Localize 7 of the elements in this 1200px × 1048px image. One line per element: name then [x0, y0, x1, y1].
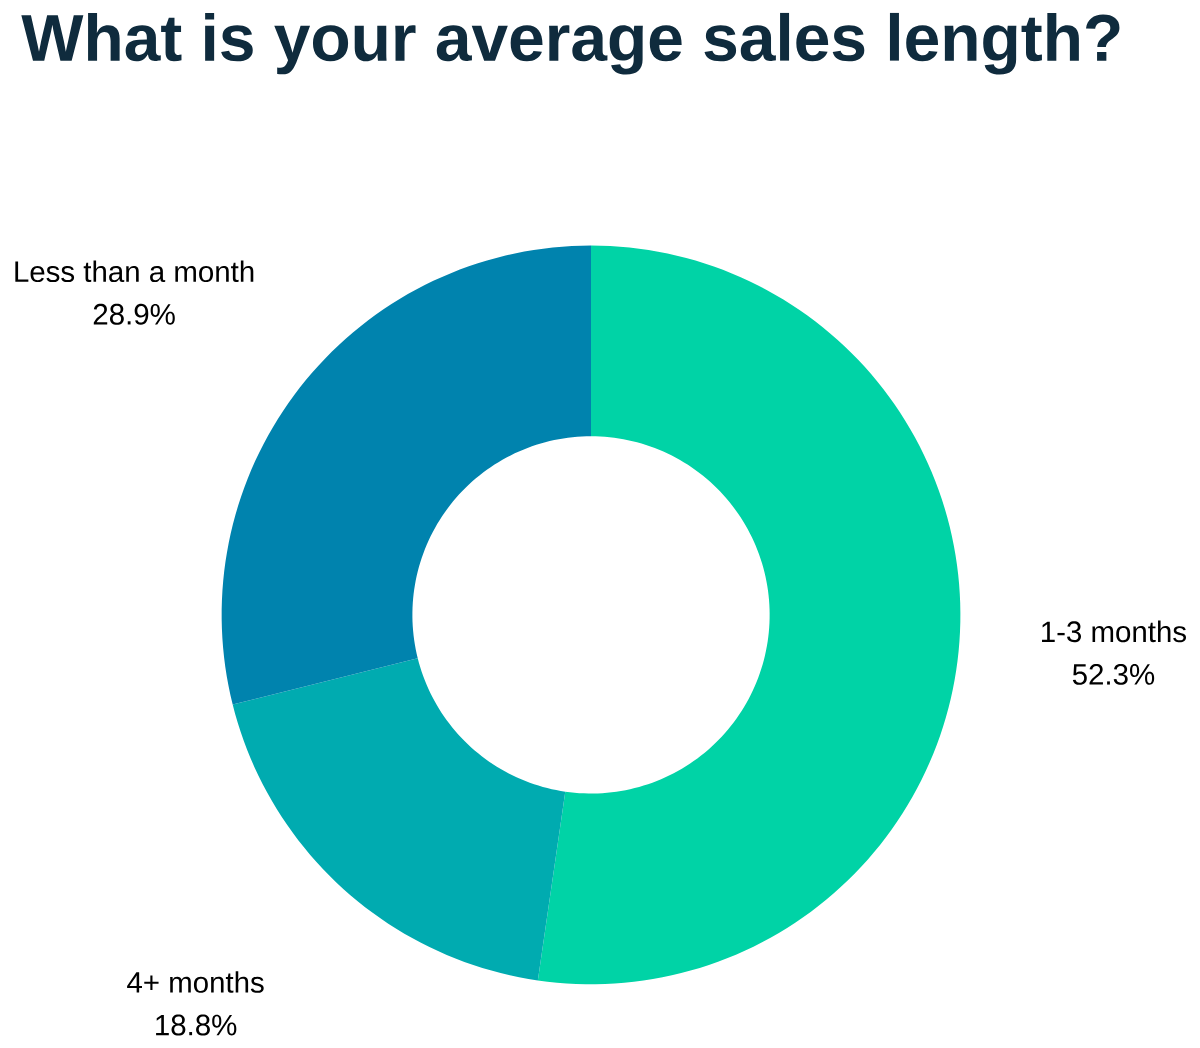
data-label: 52.3% [1072, 663, 1155, 685]
slice-label: Less than a month [15, 260, 254, 282]
chart-title: What is your average sales length? [21, 12, 1120, 75]
slice-label: 4+ months [127, 971, 264, 993]
slice-label: 1-3 months [1042, 620, 1187, 643]
data-label: 18.8% [156, 1014, 237, 1036]
data-label: 28.9% [93, 303, 175, 325]
